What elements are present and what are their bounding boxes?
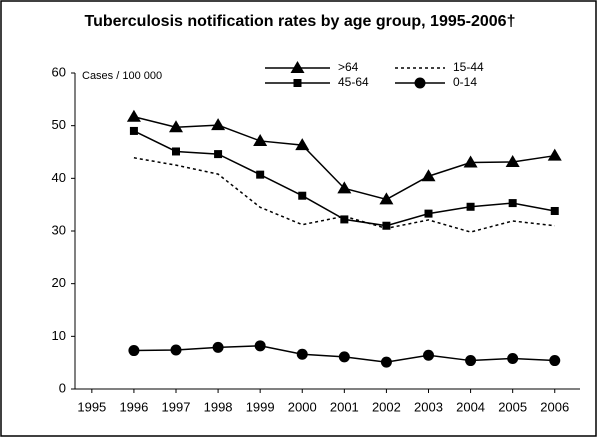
marker-circle: [423, 349, 434, 361]
marker-circle: [465, 355, 477, 367]
marker-square: [508, 199, 517, 208]
chart-title: Tuberculosis notification rates by age g…: [85, 13, 516, 30]
marker-triangle: [337, 181, 352, 194]
y-tick-label: 60: [52, 64, 66, 79]
marker-triangle: [547, 148, 562, 161]
marker-triangle: [126, 109, 141, 122]
marker-square: [256, 170, 265, 179]
marker-square: [424, 209, 433, 218]
marker-square: [382, 221, 391, 230]
marker-circle: [296, 348, 308, 360]
x-tick-label: 1997: [162, 399, 191, 414]
y-tick-label: 50: [52, 117, 66, 132]
x-tick-label: 1998: [204, 399, 233, 414]
marker-triangle: [211, 118, 226, 131]
y-tick-label: 20: [52, 275, 66, 290]
marker-square: [172, 147, 180, 156]
marker-circle: [549, 355, 561, 367]
marker-square: [550, 206, 559, 215]
marker-square: [293, 79, 302, 87]
y-tick-label: 30: [52, 222, 66, 237]
marker-circle: [380, 356, 392, 368]
x-tick-label: 2005: [498, 399, 527, 414]
marker-triangle: [295, 138, 310, 151]
marker-circle: [507, 352, 519, 364]
marker-square: [129, 126, 138, 135]
x-tick-label: 2003: [414, 399, 443, 414]
x-tick-label: 1995: [77, 399, 106, 414]
x-tick-label: 2004: [456, 399, 485, 414]
marker-triangle: [463, 155, 478, 168]
x-tick-label: 1996: [119, 399, 148, 414]
legend-label: 15-44: [453, 60, 484, 74]
marker-triangle: [505, 155, 520, 168]
marker-circle: [128, 345, 140, 357]
x-tick-label: 1999: [246, 399, 275, 414]
marker-triangle: [379, 192, 394, 205]
marker-square: [298, 191, 307, 200]
marker-square: [214, 150, 223, 159]
y-tick-label: 40: [52, 170, 66, 185]
marker-circle: [254, 340, 266, 352]
y-tick-label: 10: [52, 328, 66, 343]
legend-label: 45-64: [338, 75, 369, 89]
x-tick-label: 2006: [540, 399, 569, 414]
marker-triangle: [169, 120, 183, 133]
series-line: [133, 157, 555, 233]
marker-circle: [338, 351, 350, 363]
legend-label: 0-14: [453, 75, 477, 89]
y-tick-label: 0: [59, 380, 66, 395]
marker-triangle: [253, 133, 268, 146]
x-tick-label: 2002: [372, 399, 401, 414]
marker-circle: [414, 77, 426, 89]
marker-square: [340, 215, 349, 224]
marker-circle: [212, 341, 224, 353]
legend-label: >64: [338, 60, 359, 74]
marker-square: [466, 202, 475, 211]
annotation: Cases / 100 000: [82, 70, 162, 82]
marker-triangle: [421, 169, 436, 182]
marker-triangle: [290, 61, 305, 73]
x-tick-label: 2001: [330, 399, 359, 414]
x-tick-label: 2000: [288, 399, 317, 414]
marker-circle: [170, 344, 182, 356]
